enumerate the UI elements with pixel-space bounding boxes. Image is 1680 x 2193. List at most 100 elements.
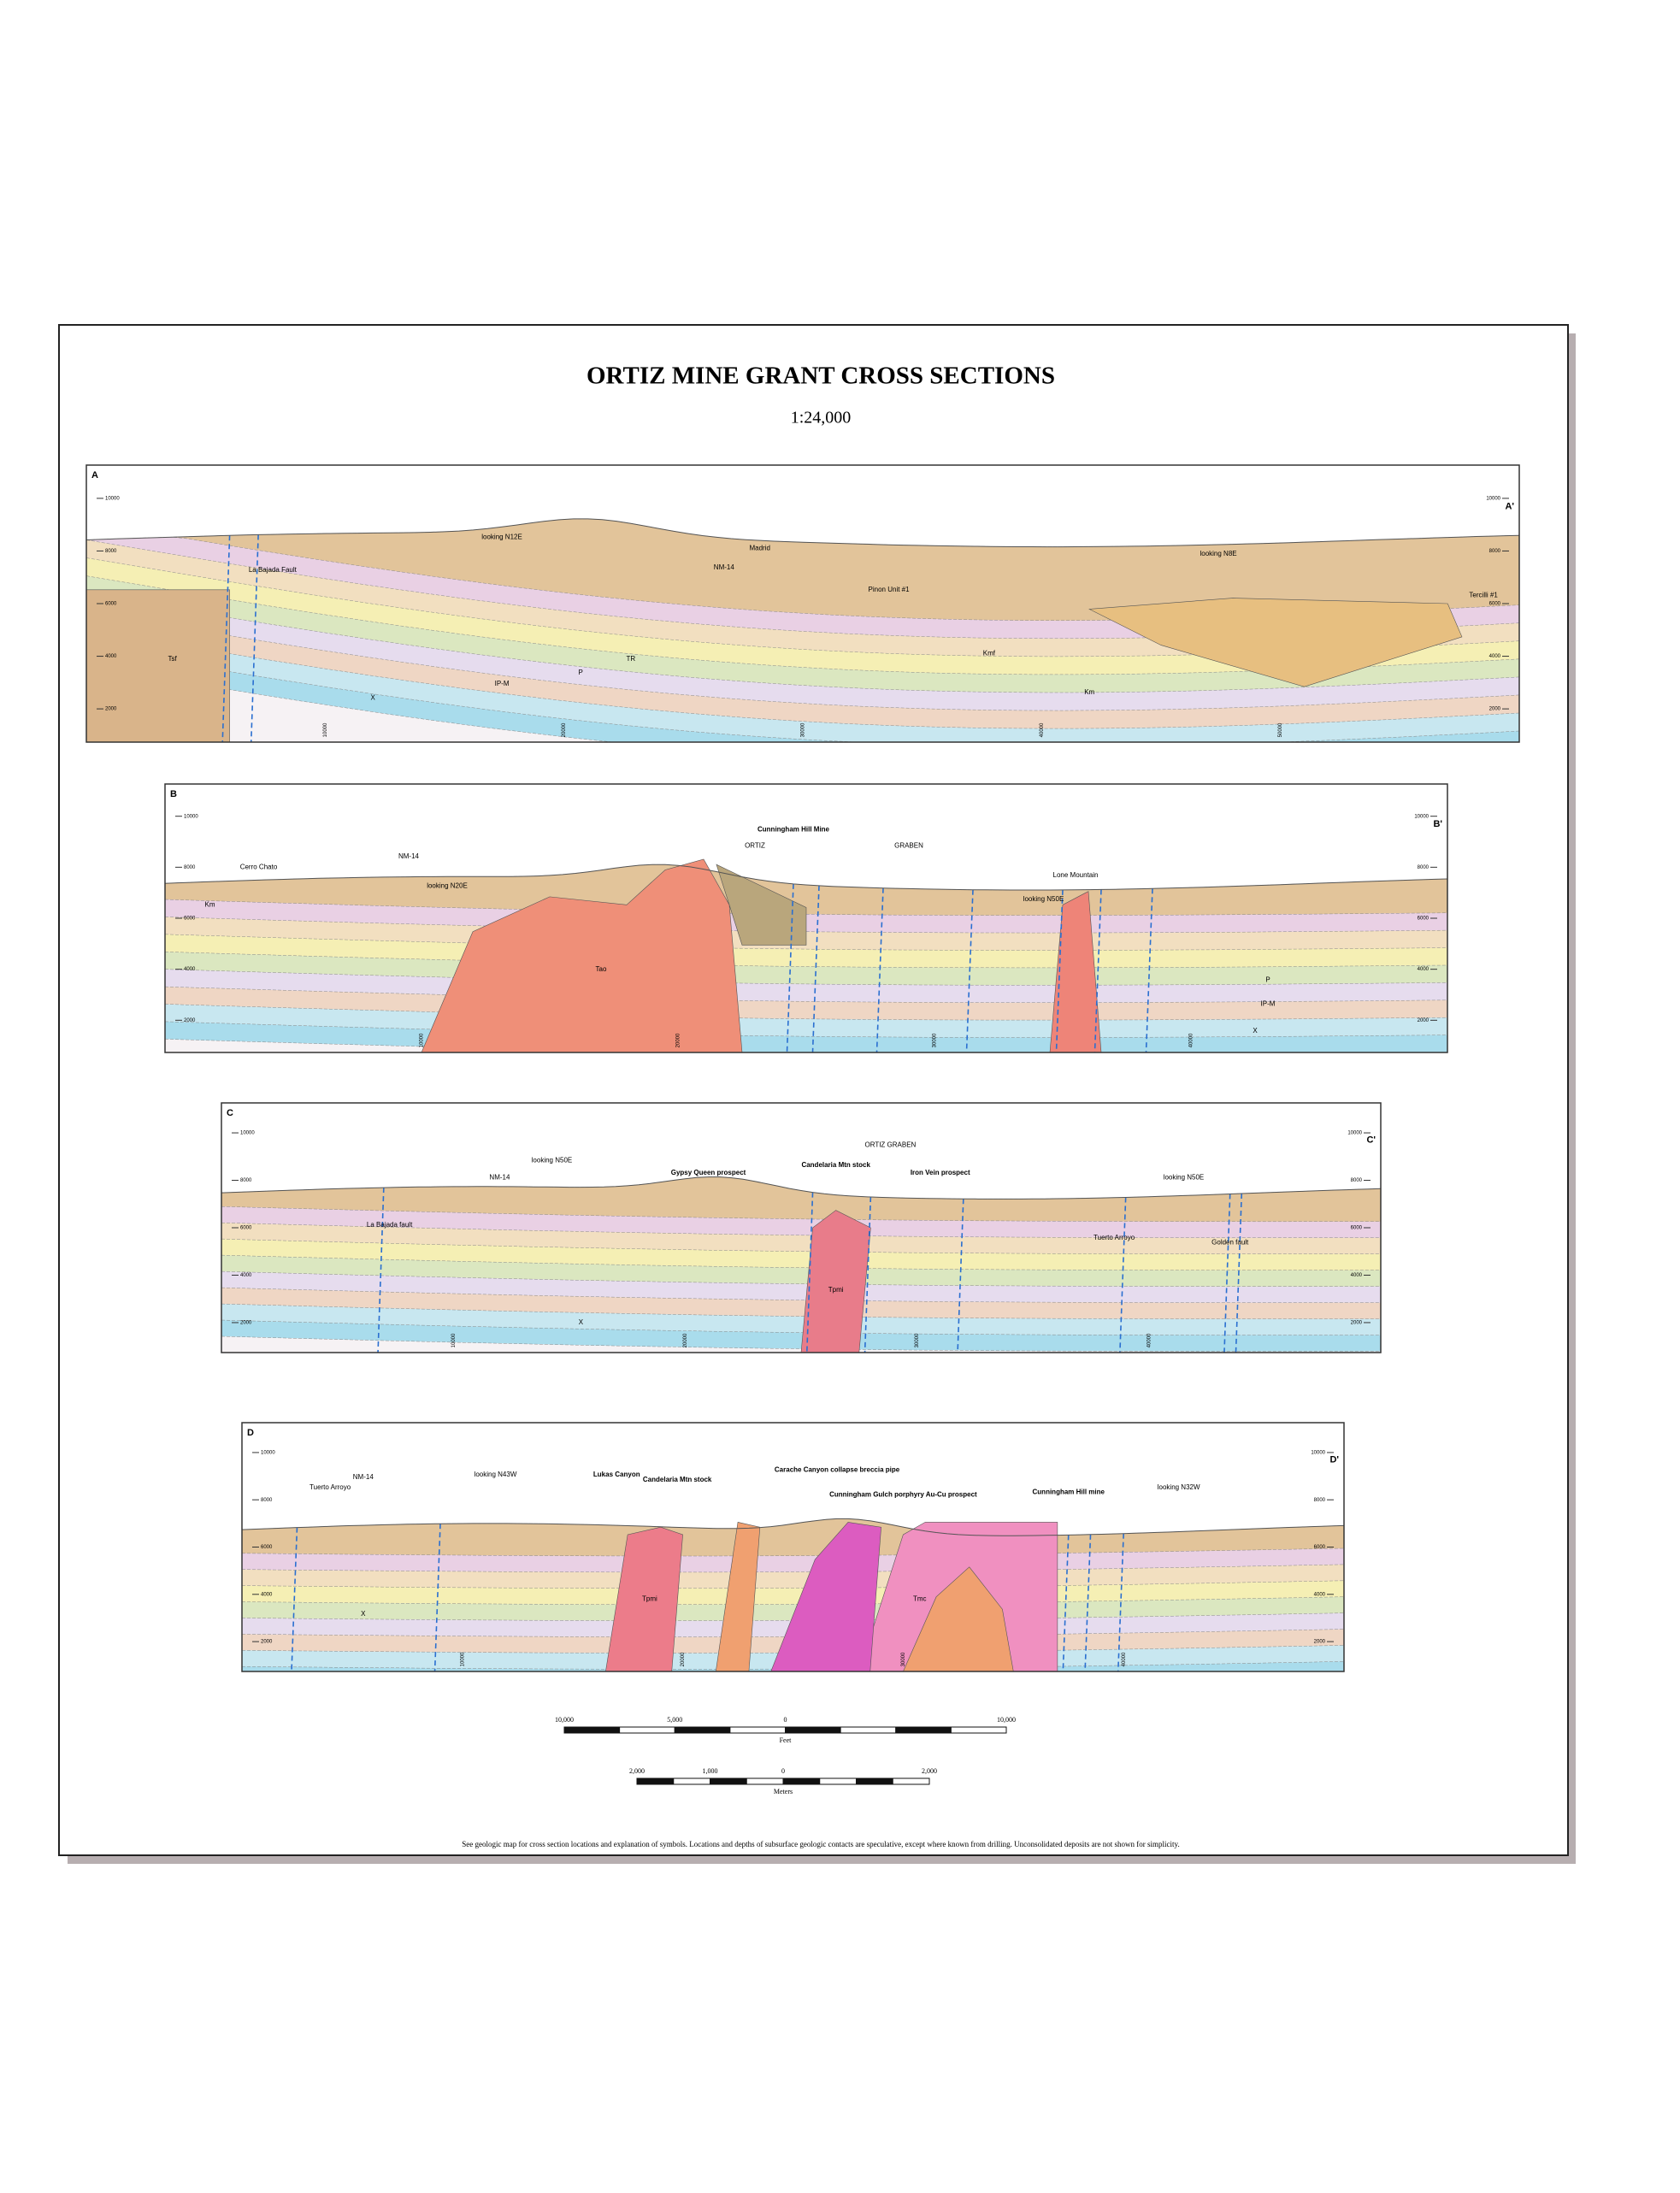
annotation: P <box>1265 976 1270 983</box>
distance-label: 30000 <box>933 1033 938 1047</box>
distance-label: 10000 <box>323 722 328 737</box>
fault <box>786 883 794 1052</box>
annotation: looking N50E <box>1164 1174 1205 1182</box>
elevation-label: 8000 <box>240 1178 252 1183</box>
fault <box>433 1524 441 1671</box>
annotation: looking N50E <box>1023 895 1064 903</box>
section-label: A' <box>1505 502 1514 512</box>
scale-bar-segment <box>563 1726 621 1734</box>
annotation: GRABEN <box>894 841 923 849</box>
scale-bar-label: 1,000 <box>703 1767 718 1775</box>
topography <box>221 1176 1381 1200</box>
fault <box>377 1188 385 1353</box>
distance-label: 50000 <box>1278 722 1283 737</box>
annotation: X <box>371 693 376 701</box>
elevation-label: 8000 <box>1418 865 1429 870</box>
section-box <box>164 783 1448 1053</box>
scale-bar-segment <box>674 1726 731 1734</box>
cross-section: B B' 10000 10000 8000 8000 6000 6000 4000 4000 200… <box>164 783 1448 1053</box>
scale-bar-segment <box>782 1777 821 1785</box>
elevation-label: 4000 <box>1489 654 1501 659</box>
elevation-label: 10000 <box>261 1450 275 1455</box>
annotation: Tuerto Arroyo <box>309 1483 351 1491</box>
annotation: looking N43W <box>475 1471 517 1478</box>
elevation-label: 2000 <box>1351 1321 1363 1326</box>
scale-bar-segment <box>892 1777 930 1785</box>
subtitle: 1:24,000 <box>791 409 852 427</box>
annotation: NM-14 <box>714 563 735 571</box>
annotation: Km <box>205 900 215 908</box>
geology <box>221 1176 1381 1353</box>
annotation: Tmc <box>913 1595 927 1603</box>
topography <box>242 1518 1344 1536</box>
annotation: Kmf <box>983 649 996 657</box>
annotation: Cerro Chato <box>240 863 278 870</box>
intrusion <box>421 858 743 1052</box>
title: ORTIZ MINE GRANT CROSS SECTIONS <box>587 363 1055 390</box>
annotation: Cunningham Hill Mine <box>757 825 830 833</box>
annotation: looking N12E <box>481 533 522 540</box>
annotation: Km <box>1084 688 1094 696</box>
annotation: NM-14 <box>398 852 420 860</box>
section-label: D <box>247 1428 254 1438</box>
elevation-label: 6000 <box>105 602 117 607</box>
distance-label: 40000 <box>1122 1652 1127 1666</box>
intrusion <box>605 1526 683 1671</box>
annotation: Cunningham Gulch porphyry Au-Cu prospect <box>829 1490 977 1498</box>
fault <box>221 535 231 742</box>
distance-label: 40000 <box>1040 722 1045 737</box>
scale-bar-segment <box>785 1726 841 1734</box>
section-box <box>221 1102 1382 1353</box>
elevation-label: 4000 <box>1314 1592 1326 1597</box>
annotation: ORTIZ <box>745 841 765 849</box>
annotation: La Bajada fault <box>367 1221 413 1229</box>
annotation: looking N50E <box>532 1156 573 1164</box>
elevation-label: 8000 <box>1351 1178 1363 1183</box>
elevation-label: 8000 <box>184 865 196 870</box>
annotation: Candelaria Mtn stock <box>643 1476 712 1483</box>
elevation-label: 10000 <box>1486 496 1500 501</box>
annotation: Carache Canyon collapse breccia pipe <box>775 1465 900 1473</box>
elevation-label: 6000 <box>1314 1545 1326 1550</box>
scale-bar-segment <box>710 1777 747 1785</box>
intrusion <box>903 1566 1014 1671</box>
distance-label: 20000 <box>562 722 567 737</box>
fault <box>1062 1535 1070 1671</box>
cross-section: C C' 10000 10000 8000 8000 6000 6000 4000 4000 200… <box>221 1102 1382 1353</box>
scale-bar-segment <box>950 1726 1007 1734</box>
fault <box>1145 888 1153 1052</box>
elevation-label: 4000 <box>1351 1273 1363 1278</box>
annotation: NM-14 <box>489 1174 510 1182</box>
annotation: looking N32W <box>1158 1483 1200 1491</box>
scale-bar-segment <box>895 1726 952 1734</box>
intrusion <box>716 864 807 946</box>
elevation-label: 4000 <box>261 1592 273 1597</box>
elevation-label: 6000 <box>1489 602 1501 607</box>
elevation-label: 6000 <box>1418 917 1429 922</box>
elevation-label: 2000 <box>261 1640 273 1645</box>
elevation-label: 10000 <box>184 814 198 819</box>
distance-label: 10000 <box>451 1333 457 1347</box>
annotation: Lukas Canyon <box>593 1471 640 1478</box>
elevation-label: 2000 <box>105 707 117 712</box>
scale-bar-segment <box>636 1777 675 1785</box>
elevation-label: 10000 <box>1311 1450 1325 1455</box>
distance-label: 40000 <box>1147 1333 1152 1347</box>
elevation-label: 8000 <box>105 549 117 554</box>
scale-bar-segment <box>856 1777 893 1785</box>
elevation-label: 6000 <box>1351 1226 1363 1231</box>
elevation-label: 10000 <box>1414 814 1429 819</box>
section-box <box>241 1422 1345 1672</box>
scale-bar-segment <box>840 1726 897 1734</box>
topography <box>165 864 1447 891</box>
annotation: X <box>1253 1027 1258 1035</box>
geology <box>86 518 1519 742</box>
fault <box>811 885 820 1052</box>
scale-bar-label: 10,000 <box>555 1716 574 1724</box>
elevation-label: 4000 <box>184 967 196 972</box>
distance-label: 30000 <box>801 722 806 737</box>
annotation: IP-M <box>1261 1000 1276 1008</box>
distance-label: 20000 <box>683 1333 688 1347</box>
annotation: Lone Mountain <box>1053 871 1099 879</box>
intrusion <box>1088 598 1463 687</box>
